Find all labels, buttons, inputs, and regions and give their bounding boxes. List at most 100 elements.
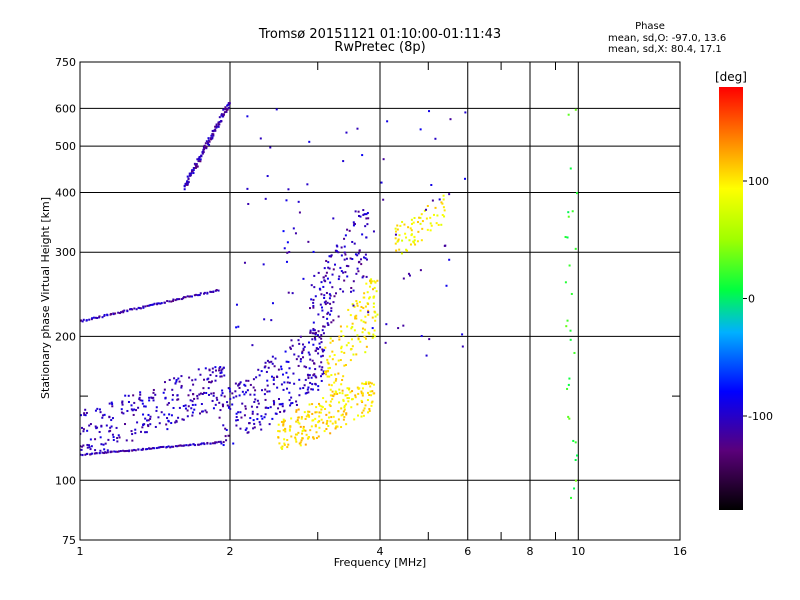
- data-point: [154, 425, 157, 428]
- data-point: [361, 387, 364, 390]
- data-point: [294, 232, 297, 235]
- data-point: [345, 131, 348, 134]
- data-point: [203, 443, 206, 446]
- data-point: [332, 319, 335, 322]
- data-point: [194, 403, 197, 406]
- data-point: [297, 355, 300, 358]
- data-point: [108, 416, 111, 419]
- data-point: [148, 399, 151, 402]
- data-point: [137, 448, 140, 451]
- data-point: [142, 306, 145, 309]
- data-point: [277, 423, 280, 426]
- data-point: [121, 401, 124, 404]
- data-point: [331, 390, 334, 393]
- data-point: [317, 402, 320, 405]
- data-point: [332, 415, 335, 418]
- data-point: [441, 214, 444, 217]
- data-point: [130, 404, 133, 407]
- data-point: [308, 140, 311, 143]
- data-point: [321, 406, 324, 409]
- data-point: [114, 450, 117, 453]
- data-point: [371, 336, 374, 339]
- data-point: [282, 420, 285, 423]
- data-point: [294, 433, 297, 436]
- data-point: [318, 415, 321, 418]
- data-point: [191, 414, 194, 417]
- data-point: [310, 388, 313, 391]
- data-point: [202, 146, 205, 149]
- data-point: [271, 302, 274, 305]
- data-point: [207, 393, 210, 396]
- data-point: [82, 444, 85, 447]
- data-point: [96, 317, 99, 320]
- data-point: [161, 445, 164, 448]
- data-point: [214, 366, 217, 369]
- data-point: [371, 327, 374, 330]
- data-point: [118, 450, 121, 453]
- data-point: [341, 392, 344, 395]
- data-point: [204, 409, 207, 412]
- data-point: [159, 302, 162, 305]
- data-point: [328, 383, 331, 386]
- data-point: [329, 341, 332, 344]
- data-point: [321, 373, 324, 376]
- data-point: [327, 266, 330, 269]
- data-point: [425, 208, 428, 211]
- data-point: [407, 272, 410, 275]
- data-point: [244, 428, 247, 431]
- data-point: [303, 384, 306, 387]
- data-point: [122, 412, 125, 415]
- data-point: [358, 387, 361, 390]
- data-point: [464, 111, 467, 114]
- data-point: [296, 419, 299, 422]
- data-point: [223, 111, 226, 114]
- data-point: [359, 215, 362, 218]
- y-tick-label: 300: [55, 246, 76, 259]
- data-point: [342, 418, 345, 421]
- data-point: [212, 133, 215, 136]
- data-point: [301, 430, 304, 433]
- data-point: [345, 344, 348, 347]
- data-point: [135, 409, 138, 412]
- data-point: [385, 323, 388, 326]
- data-point: [159, 446, 162, 449]
- data-point: [285, 260, 288, 263]
- data-point: [356, 254, 359, 257]
- data-point: [199, 412, 202, 415]
- x-tick-label: 1: [77, 545, 84, 558]
- data-point: [215, 125, 218, 128]
- data-point: [305, 433, 308, 436]
- data-point: [323, 325, 326, 328]
- data-point: [203, 391, 206, 394]
- data-point: [337, 418, 340, 421]
- data-point: [270, 360, 273, 363]
- data-point: [214, 379, 217, 382]
- data-point: [224, 106, 227, 109]
- data-point: [199, 160, 202, 163]
- data-point: [175, 420, 178, 423]
- data-point: [238, 382, 241, 385]
- data-point: [568, 264, 571, 267]
- data-point: [139, 391, 142, 394]
- data-point: [186, 175, 189, 178]
- data-point: [85, 319, 88, 322]
- data-point: [352, 221, 355, 224]
- data-point: [288, 391, 291, 394]
- data-point: [338, 388, 341, 391]
- data-point: [259, 137, 262, 140]
- data-point: [214, 129, 217, 132]
- data-point: [286, 446, 289, 449]
- data-point: [80, 432, 82, 435]
- colorbar-tick-label: 0: [748, 293, 755, 306]
- data-point: [310, 376, 313, 379]
- data-point: [325, 271, 328, 274]
- data-point: [144, 417, 147, 420]
- data-point: [211, 367, 214, 370]
- data-point: [277, 398, 280, 401]
- data-point: [345, 423, 348, 426]
- data-point: [134, 432, 137, 435]
- data-point: [208, 143, 211, 146]
- data-point: [372, 392, 375, 395]
- data-point: [158, 422, 161, 425]
- data-point: [243, 393, 246, 396]
